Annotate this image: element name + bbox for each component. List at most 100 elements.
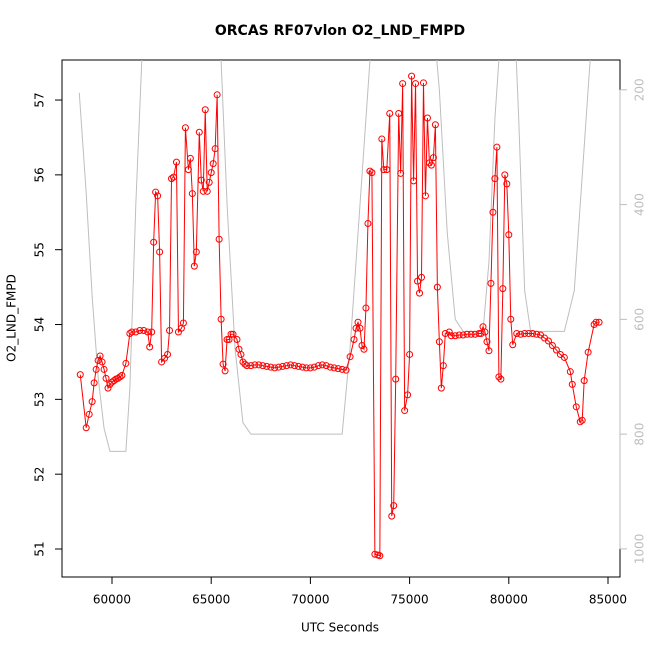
y-tick-label: 51	[33, 541, 47, 556]
point	[437, 384, 445, 392]
point	[184, 166, 192, 174]
point	[548, 341, 556, 349]
point	[404, 391, 412, 399]
point	[156, 248, 164, 256]
point	[181, 124, 189, 132]
point	[376, 552, 384, 560]
point	[356, 324, 364, 332]
point	[358, 341, 366, 349]
point	[487, 279, 495, 287]
point	[566, 368, 574, 376]
y-tick-label: 54	[33, 317, 47, 332]
point	[118, 371, 126, 379]
x-tick-label: 85000	[589, 593, 627, 607]
point	[294, 362, 302, 370]
x-tick-label: 70000	[291, 593, 329, 607]
point	[322, 362, 330, 370]
point	[521, 330, 529, 338]
point	[330, 364, 338, 372]
point	[326, 363, 334, 371]
point	[334, 365, 342, 373]
point	[433, 283, 441, 291]
point	[427, 161, 435, 169]
point	[392, 375, 400, 383]
point	[243, 362, 251, 370]
point	[166, 327, 174, 335]
point	[136, 327, 144, 335]
point	[435, 338, 443, 346]
series-line	[78, 60, 591, 452]
point	[298, 363, 306, 371]
point	[96, 352, 104, 360]
point	[455, 331, 463, 339]
point	[82, 424, 90, 432]
point	[221, 367, 229, 375]
point	[271, 364, 279, 372]
point	[150, 238, 158, 246]
point	[485, 347, 493, 355]
point	[481, 328, 489, 336]
point	[489, 208, 497, 216]
point	[467, 330, 475, 338]
point	[106, 380, 114, 388]
y2-tick-label: 600	[633, 308, 647, 331]
point	[255, 361, 263, 369]
point	[213, 91, 221, 99]
point	[368, 169, 376, 177]
point	[263, 362, 271, 370]
point	[445, 328, 453, 336]
point	[397, 169, 405, 177]
point	[251, 361, 259, 369]
point	[168, 175, 176, 183]
point	[408, 72, 416, 80]
point	[423, 114, 431, 122]
point	[362, 304, 370, 312]
point	[378, 135, 386, 143]
point	[399, 80, 407, 88]
point	[505, 231, 513, 239]
point	[572, 403, 580, 411]
point	[346, 353, 354, 361]
y2-tick-label: 200	[633, 78, 647, 101]
point	[102, 374, 110, 382]
point	[199, 187, 207, 195]
y-tick-label: 57	[33, 92, 47, 107]
point	[350, 335, 358, 343]
point	[98, 358, 106, 366]
point	[179, 319, 187, 327]
point	[144, 328, 152, 336]
point	[302, 364, 310, 372]
point	[595, 318, 603, 326]
point	[388, 512, 396, 520]
point	[76, 371, 84, 379]
point	[247, 362, 255, 370]
point	[219, 360, 227, 368]
x-tick-label: 75000	[391, 593, 429, 607]
point	[352, 324, 360, 332]
point	[170, 173, 178, 181]
y-tick-label: 55	[33, 242, 47, 257]
point	[491, 175, 499, 183]
point	[314, 362, 322, 370]
point	[223, 335, 231, 343]
x-tick-label: 80000	[490, 593, 528, 607]
x-tick-label: 60000	[93, 593, 131, 607]
point	[459, 331, 467, 339]
point	[354, 318, 362, 326]
point	[509, 341, 517, 349]
point	[122, 359, 130, 367]
point	[85, 410, 93, 418]
point	[366, 167, 374, 175]
point	[188, 190, 196, 198]
y-tick-label: 52	[33, 467, 47, 482]
point	[90, 379, 98, 387]
point	[592, 318, 600, 326]
y2-tick-label: 400	[633, 193, 647, 216]
point	[100, 365, 108, 373]
point	[529, 330, 537, 338]
point	[148, 328, 156, 336]
point	[390, 502, 398, 510]
point	[497, 375, 505, 383]
y-axis-label: O2_LND_FMPD	[5, 274, 19, 362]
